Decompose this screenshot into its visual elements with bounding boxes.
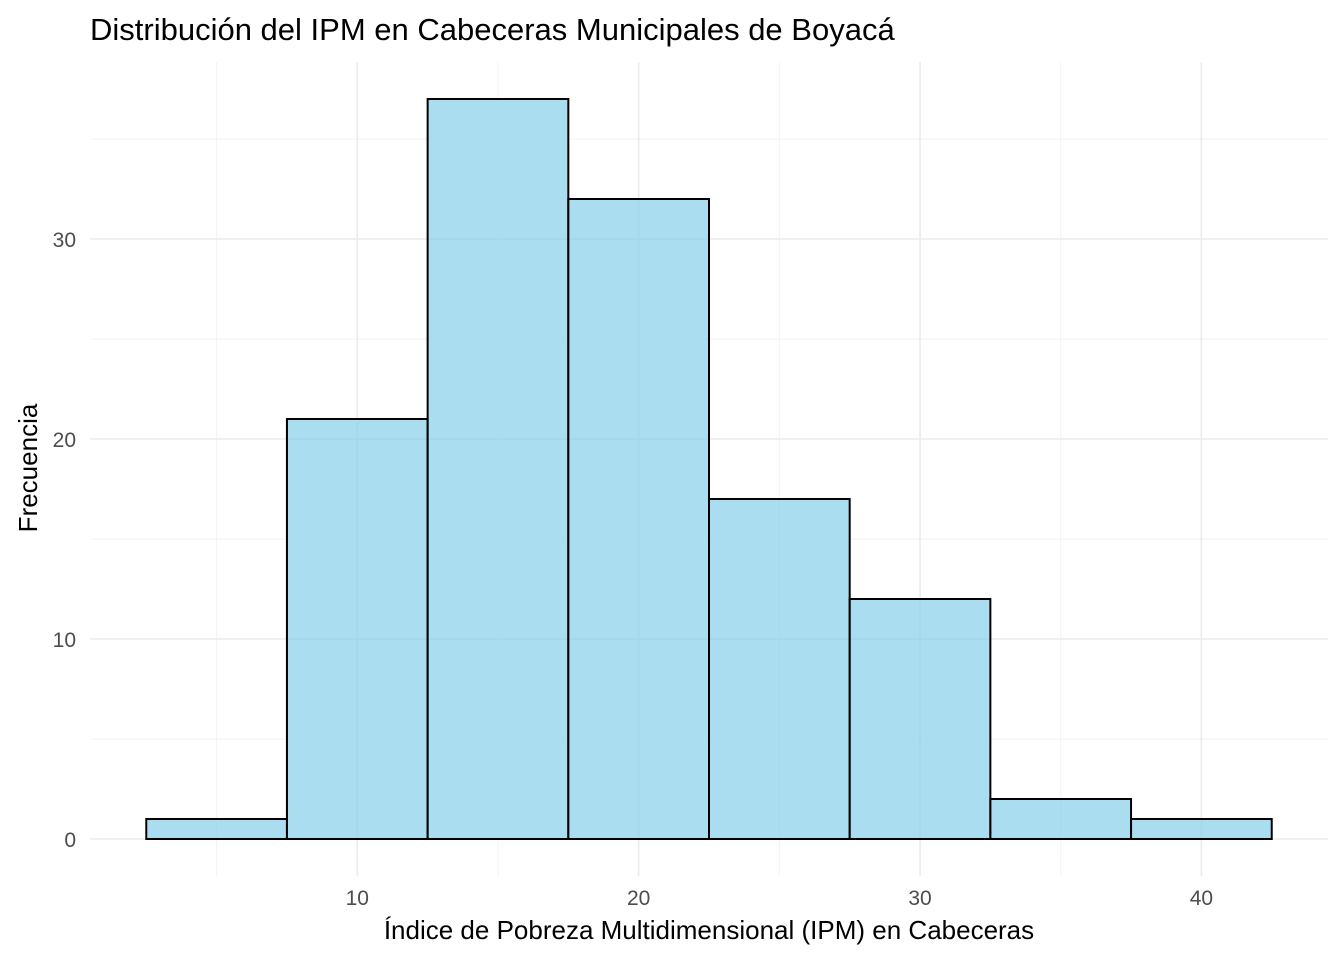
y-axis-ticks: 0 10 20 30 [53,229,76,852]
x-tick-label-30: 30 [908,887,931,910]
histogram-bar-3 [567,198,710,840]
x-tick-label-20: 20 [627,887,650,910]
histogram-bar-0 [145,818,288,840]
y-tick-label-30: 30 [53,229,76,252]
y-tick-label-20: 20 [53,429,76,452]
histogram-bar-2 [426,98,570,840]
y-tick-label-10: 10 [53,629,76,652]
x-axis-ticks: 10 20 30 40 [346,887,1213,910]
chart-title: Distribución del IPM en Cabeceras Munici… [90,12,895,47]
histogram-bar-7 [1130,818,1273,840]
x-axis-title: Índice de Pobreza Multidimensional (IPM)… [384,915,1034,945]
y-axis-title: Frecuencia [13,403,43,532]
histogram-bar-1 [285,418,429,840]
histogram-bar-6 [989,798,1133,840]
x-tick-label-40: 40 [1190,887,1213,910]
y-tick-label-0: 0 [64,829,76,852]
histogram-bar-5 [848,598,992,840]
histogram-bar-4 [708,498,851,840]
histogram-bars [145,98,1273,840]
x-tick-label-10: 10 [346,887,369,910]
